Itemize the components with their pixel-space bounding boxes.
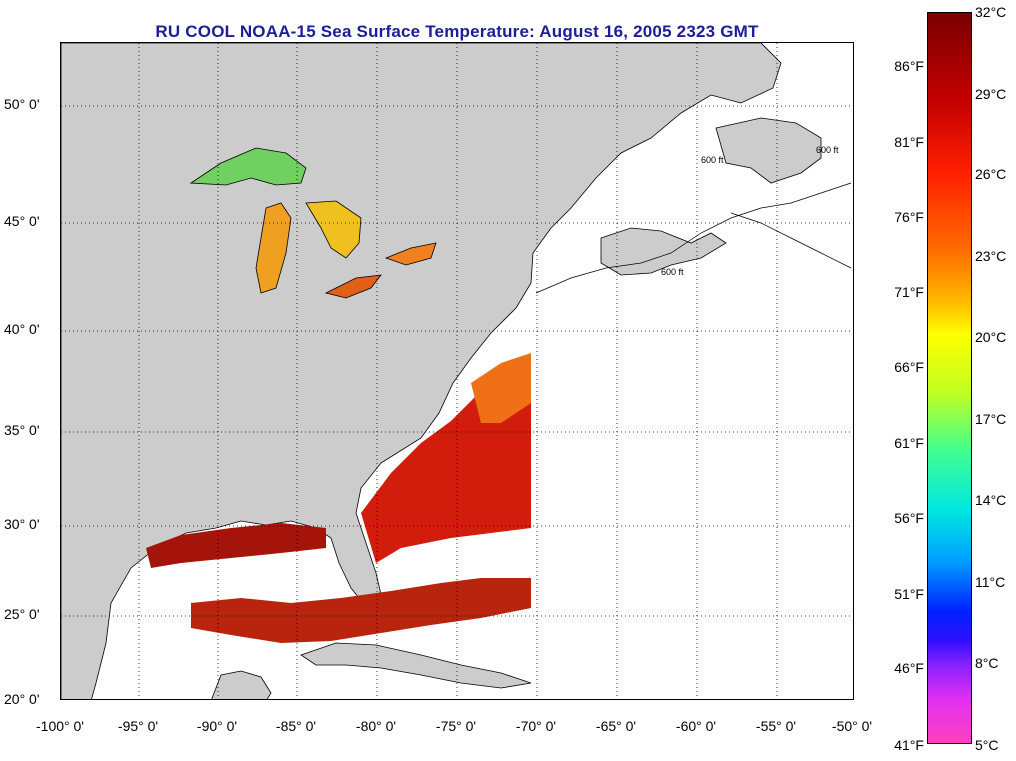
fahrenheit-label: 51°F [894,586,924,602]
lon-label: -60° 0' [675,718,717,734]
lon-label: -100° 0' [36,718,84,734]
grid-lines [61,43,853,699]
celsius-label: 26°C [975,166,1007,182]
lon-label: -95° 0' [117,718,159,734]
lon-label: -65° 0' [595,718,637,734]
lon-label: -50° 0' [831,718,873,734]
lon-label: -90° 0' [196,718,238,734]
sst-florida-straits [191,578,531,643]
map-title: RU COOL NOAA-15 Sea Surface Temperature:… [155,22,759,41]
lake-erie [324,274,382,299]
fahrenheit-label: 86°F [894,58,924,74]
lake-superior [189,147,307,186]
fahrenheit-label: 76°F [894,209,924,225]
land-maritimes [600,227,727,276]
lake-ontario [384,242,437,266]
lon-label: -80° 0' [355,718,397,734]
lat-label: 45° 0' [4,213,40,229]
celsius-label: 23°C [975,248,1007,264]
fahrenheit-label: 56°F [894,510,924,526]
celsius-label: 17°C [975,411,1007,427]
fahrenheit-label: 71°F [894,284,924,300]
fahrenheit-label: 46°F [894,660,924,676]
lon-label: -55° 0' [755,718,797,734]
lake-michigan [255,202,292,294]
celsius-label: 8°C [975,655,999,671]
lon-label: -85° 0' [275,718,317,734]
map-canvas: 600 ft 600 ft 600 ft [61,43,853,699]
land-yucatan [211,670,272,699]
contour-label: 600 ft [701,155,724,165]
celsius-label: 14°C [975,492,1007,508]
lat-label: 20° 0' [4,691,40,707]
lat-label: 40° 0' [4,321,40,337]
fahrenheit-label: 81°F [894,134,924,150]
lat-label: 25° 0' [4,606,40,622]
celsius-label: 32°C [975,4,1007,20]
lat-label: 30° 0' [4,516,40,532]
contour-label: 600 ft [816,145,839,155]
lat-label: 35° 0' [4,422,40,438]
isobath-contour [535,182,852,294]
contour-label: 600 ft [661,267,684,277]
lon-label: -70° 0' [515,718,557,734]
isobath-contour-ne [730,212,852,269]
sst-mid-atlantic [471,353,531,423]
fahrenheit-label: 61°F [894,435,924,451]
fahrenheit-label: 66°F [894,359,924,375]
land-cuba [300,642,532,689]
celsius-label: 5°C [975,737,999,753]
celsius-label: 29°C [975,86,1007,102]
land-newfoundland [715,117,822,184]
temperature-colorbar [927,12,972,744]
sst-map: 600 ft 600 ft 600 ft [60,42,854,700]
celsius-label: 20°C [975,329,1007,345]
celsius-label: 11°C [975,574,1006,590]
sst-gulf-mexico-band [146,523,326,568]
fahrenheit-label: 41°F [894,737,924,753]
lake-huron [305,200,362,259]
lat-label: 50° 0' [4,96,40,112]
lon-label: -75° 0' [435,718,477,734]
